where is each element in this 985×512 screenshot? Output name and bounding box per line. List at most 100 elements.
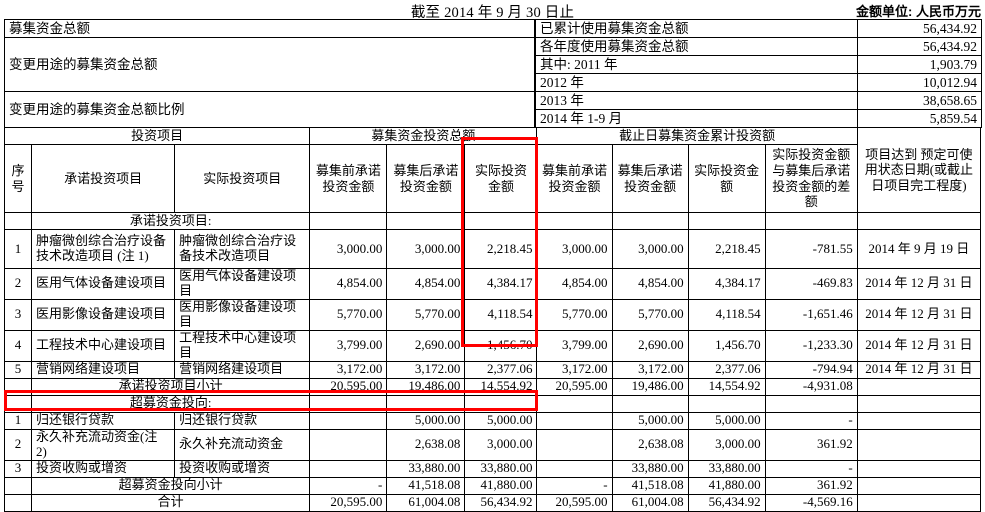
- row-pre-committed: [309, 411, 388, 430]
- empty-cell: [611, 394, 689, 413]
- subtotal-spacer-cell: [3, 476, 33, 495]
- row-post-committed-2: 3,172.00: [611, 360, 689, 379]
- table-row: 1 归还银行贷款 归还银行贷款 5,000.00 5,000.00 5,000.…: [3, 411, 982, 430]
- row-status-date: [856, 428, 982, 461]
- row-post-committed: 33,880.00: [386, 459, 466, 478]
- summary-right-value-3: 10,012.94: [857, 73, 982, 92]
- summary-left-label-0: 募集资金总额: [4, 19, 535, 38]
- row-seq: 5: [3, 360, 33, 379]
- table-row: 1 肿瘤微创综合治疗设备技术改造项目 (注 1) 肿瘤微创综合治疗设备技术改造项…: [3, 229, 982, 269]
- row-actual-amount-2: 1,456.70: [687, 329, 766, 362]
- row-actual-project: 工程技术中心建设项目: [174, 329, 311, 362]
- table-row: 2 医用气体设备建设项目 医用气体设备建设项目 4,854.00 4,854.0…: [3, 268, 982, 300]
- row-actual-amount-2: 33,880.00: [687, 459, 766, 478]
- empty-cell: [764, 394, 858, 413]
- header-col-actual-amount-2: 实际投资金额: [687, 144, 766, 213]
- subtotal-status-date: [856, 377, 982, 396]
- row-seq: 2: [3, 428, 33, 461]
- row-post-committed-2: 2,638.08: [611, 428, 689, 461]
- row-seq: 2: [3, 268, 33, 300]
- row-committed-project: 医用气体设备建设项目: [31, 268, 176, 300]
- subtotal-label-committed: 承诺投资项目小计: [31, 377, 311, 396]
- subtotal-actual-amount-2: 14,554.92: [687, 377, 766, 396]
- row-actual-amount-2: 2,377.06: [687, 360, 766, 379]
- report-period: 截至 2014 年 9 月 30 日止: [410, 5, 575, 21]
- row-actual-amount-2: 3,000.00: [687, 428, 766, 461]
- row-post-committed-2: 33,880.00: [611, 459, 689, 478]
- investment-detail-table: 投资项目 募集资金投资总额 截止日募集资金累计投资额 项目达到 预定可使用状态日…: [3, 127, 982, 512]
- row-actual-project: 归还银行贷款: [174, 411, 311, 430]
- section-title-committed: 承诺投资项目:: [31, 212, 311, 230]
- table-row: 募集资金总额 61,004.08 已累计使用募集资金总额 56,434.92: [4, 19, 982, 38]
- row-pre-committed-2: 3,000.00: [536, 229, 613, 269]
- subtotal-row-committed: 承诺投资项目小计 20,595.00 19,486.00 14,554.92 2…: [3, 377, 982, 396]
- header-col-pre-committed: 募集前承诺投资金额: [309, 144, 388, 213]
- row-difference: -781.55: [764, 229, 858, 269]
- fund-summary-table: 募集资金总额 61,004.08 已累计使用募集资金总额 56,434.92 变…: [4, 19, 982, 128]
- row-committed-project: 投资收购或增资: [31, 459, 176, 478]
- row-committed-project: 肿瘤微创综合治疗设备技术改造项目 (注 1): [31, 229, 176, 269]
- row-actual-amount-2: 2,218.45: [687, 229, 766, 269]
- section-spacer-cell: [3, 212, 33, 230]
- row-seq: 3: [3, 459, 33, 478]
- table-row: 变更用途的募集资金总额比例 1.82% 2013 年 38,658.65: [4, 91, 982, 128]
- empty-cell: [386, 394, 466, 413]
- row-actual-project: 营销网络建设项目: [174, 360, 311, 379]
- summary-left-label-1: 变更用途的募集资金总额: [4, 37, 535, 92]
- row-seq: 1: [3, 229, 33, 269]
- subtotal-row-oversubscribed: 超募资金投向小计 - 41,518.08 41,880.00 - 41,518.…: [3, 476, 982, 495]
- header-col-actual-project: 实际投资项目: [174, 144, 311, 213]
- row-difference: -794.94: [764, 360, 858, 379]
- row-actual-project: 投资收购或增资: [174, 459, 311, 478]
- row-actual-amount-2: 4,384.17: [687, 268, 766, 300]
- summary-right-value-5: 5,859.54: [857, 109, 982, 128]
- table-row: 变更用途的募集资金总额 1,109.00 各年度使用募集资金总额 56,434.…: [4, 37, 982, 92]
- summary-right-value-1: 56,434.92: [857, 37, 982, 56]
- empty-cell: [687, 394, 766, 413]
- row-post-committed-2: 2,690.00: [611, 329, 689, 362]
- grand-total-post-committed-2: 61,004.08: [611, 493, 689, 512]
- subtotal-post-committed: 19,486.00: [386, 377, 466, 396]
- row-difference: -1,651.46: [764, 298, 858, 331]
- table-header-column-row: 序号 承诺投资项目 实际投资项目 募集前承诺投资金额 募集后承诺投资金额 实际投…: [3, 144, 981, 213]
- table-header-group-row: 投资项目 募集资金投资总额 截止日募集资金累计投资额 项目达到 预定可使用状态日…: [3, 127, 982, 213]
- summary-left-label-2: 变更用途的募集资金总额比例: [4, 91, 535, 128]
- subtotal-pre-committed: 20,595.00: [309, 377, 388, 396]
- header-group-cumulative: 截止日募集资金累计投资额: [536, 127, 858, 145]
- table-row: 其中: 2011 年 1,903.79: [5, 55, 982, 74]
- row-actual-amount: 33,880.00: [464, 459, 538, 478]
- header-col-seq: 序号: [3, 144, 33, 213]
- subtotal-post-committed-2: 19,486.00: [611, 377, 689, 396]
- header-group-total: 募集资金投资总额: [309, 127, 538, 145]
- section-title-row: 超募资金投向:: [3, 394, 982, 413]
- summary-right-label-1: 各年度使用募集资金总额: [535, 37, 858, 56]
- row-post-committed: 3,172.00: [386, 360, 466, 379]
- row-status-date: 2014 年 12 月 31 日: [856, 298, 982, 331]
- row-pre-committed: 3,000.00: [309, 229, 388, 269]
- table-row: 5 营销网络建设项目 营销网络建设项目 3,172.00 3,172.00 2,…: [3, 360, 982, 379]
- header-col-committed-project: 承诺投资项目: [31, 144, 176, 213]
- subtotal-pre-committed-2: 20,595.00: [536, 377, 613, 396]
- grand-total-difference: -4,569.16: [764, 493, 858, 512]
- subtotal-label-oversubscribed: 超募资金投向小计: [31, 476, 311, 495]
- row-pre-committed-2: 4,854.00: [536, 268, 613, 300]
- row-actual-project: 医用气体设备建设项目: [174, 268, 311, 300]
- row-committed-project: 医用影像设备建设项目: [31, 298, 176, 331]
- header-group-project: 投资项目: [3, 127, 311, 145]
- row-actual-project: 永久补充流动资金: [174, 428, 311, 461]
- row-post-committed: 3,000.00: [386, 229, 466, 269]
- subtotal-spacer-cell: [3, 377, 33, 396]
- subtotal-post-committed-2: 41,518.08: [611, 476, 689, 495]
- row-status-date: [856, 459, 982, 478]
- empty-cell: [309, 394, 388, 413]
- row-status-date: [856, 411, 982, 430]
- row-seq: 1: [3, 411, 33, 430]
- row-committed-project: 永久补充流动资金(注 2): [31, 428, 176, 461]
- empty-cell: [536, 394, 613, 413]
- subtotal-actual-amount-2: 41,880.00: [687, 476, 766, 495]
- subtotal-status-date: [856, 476, 982, 495]
- row-committed-project: 工程技术中心建设项目: [31, 329, 176, 362]
- section-title-oversubscribed: 超募资金投向:: [31, 394, 311, 413]
- grand-total-row: 合计 20,595.00 61,004.08 56,434.92 20,595.…: [3, 493, 982, 512]
